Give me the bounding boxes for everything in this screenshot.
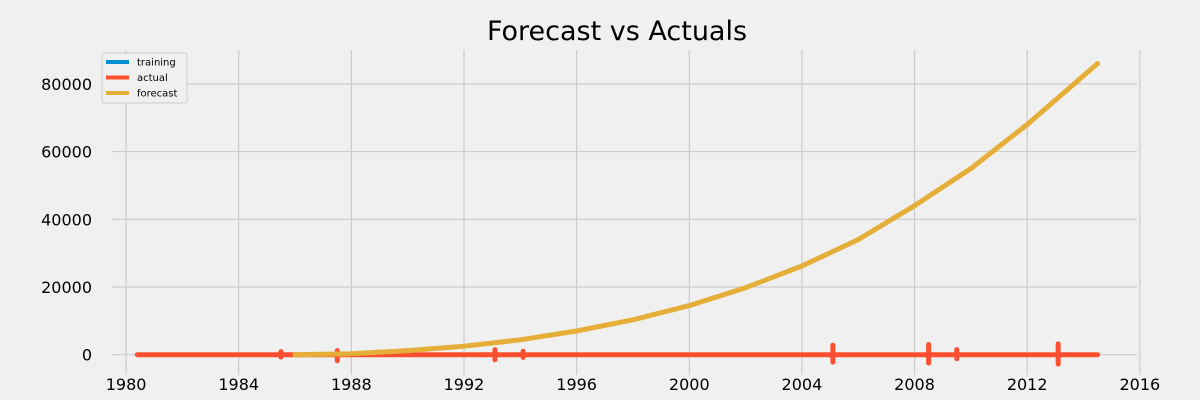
x-tick-label: 2004	[782, 375, 823, 394]
legend-label-training: training	[137, 58, 176, 69]
x-tick-label: 2008	[894, 375, 935, 394]
y-tick-label: 0	[82, 346, 92, 365]
y-tick-label: 20000	[41, 278, 92, 297]
x-tick-label: 2016	[1119, 375, 1160, 394]
y-tick-label: 80000	[41, 75, 92, 94]
y-tick-label: 40000	[41, 210, 92, 229]
y-tick-label: 60000	[41, 143, 92, 162]
plot-area	[112, 50, 1137, 375]
series-forecast	[292, 61, 1101, 358]
legend-label-forecast: forecast	[137, 89, 178, 100]
forecast-line	[292, 61, 1101, 358]
legend-box	[101, 52, 188, 104]
x-tick-label: 2000	[669, 375, 710, 394]
legend-label-actual: actual	[137, 73, 168, 84]
legend: training actual forecast	[101, 52, 188, 104]
chart-title: Forecast vs Actuals	[487, 16, 747, 47]
x-tick-label: 2012	[1007, 375, 1048, 394]
tick-labels: 1980 1984 1988 1992 1996 2000 2004 2008 2012 2016…	[41, 75, 1160, 394]
x-tick-label: 1984	[218, 375, 259, 394]
x-tick-label: 1992	[444, 375, 485, 394]
x-tick-label: 1980	[106, 375, 147, 394]
x-tick-label: 1996	[556, 375, 597, 394]
x-tick-label: 1988	[331, 375, 372, 394]
series-layer	[134, 61, 1101, 367]
